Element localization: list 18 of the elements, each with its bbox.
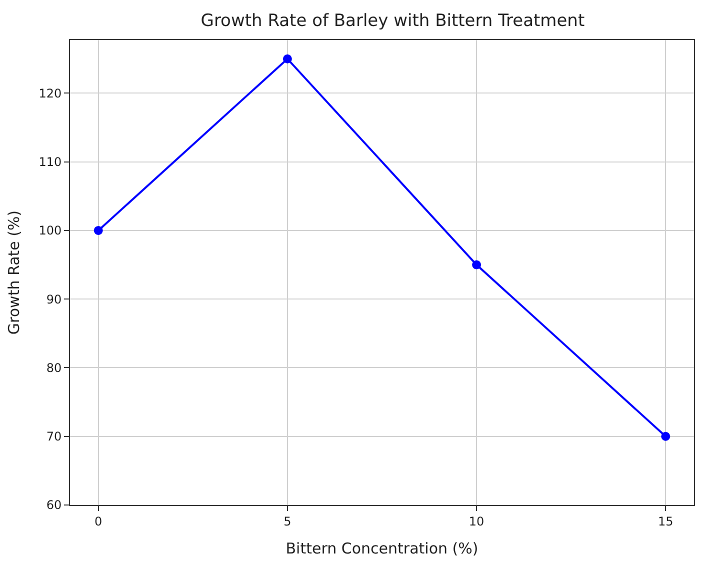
- y-tick-label: 90: [46, 292, 62, 306]
- point: [661, 432, 670, 441]
- x-axis-title: Bittern Concentration (%): [286, 539, 478, 558]
- x-tick-label: 15: [658, 514, 674, 528]
- y-tick-label: 70: [46, 430, 62, 444]
- point: [94, 226, 103, 235]
- x-tick-label: 10: [468, 514, 484, 528]
- y-axis-title: Growth Rate (%): [4, 210, 23, 335]
- y-tick-label: 80: [46, 360, 62, 375]
- x-tick-label: 5: [284, 514, 292, 528]
- x-tick-label: 0: [94, 514, 102, 528]
- point: [282, 54, 292, 64]
- chart-title: Growth Rate of Barley with Bittern Treatment: [200, 11, 585, 32]
- y-tick-label: 110: [38, 155, 62, 170]
- y-tick-label: 120: [38, 86, 62, 100]
- point: [472, 260, 482, 270]
- y-tick-label: 100: [38, 224, 62, 238]
- y-tick-label: 60: [46, 498, 62, 512]
